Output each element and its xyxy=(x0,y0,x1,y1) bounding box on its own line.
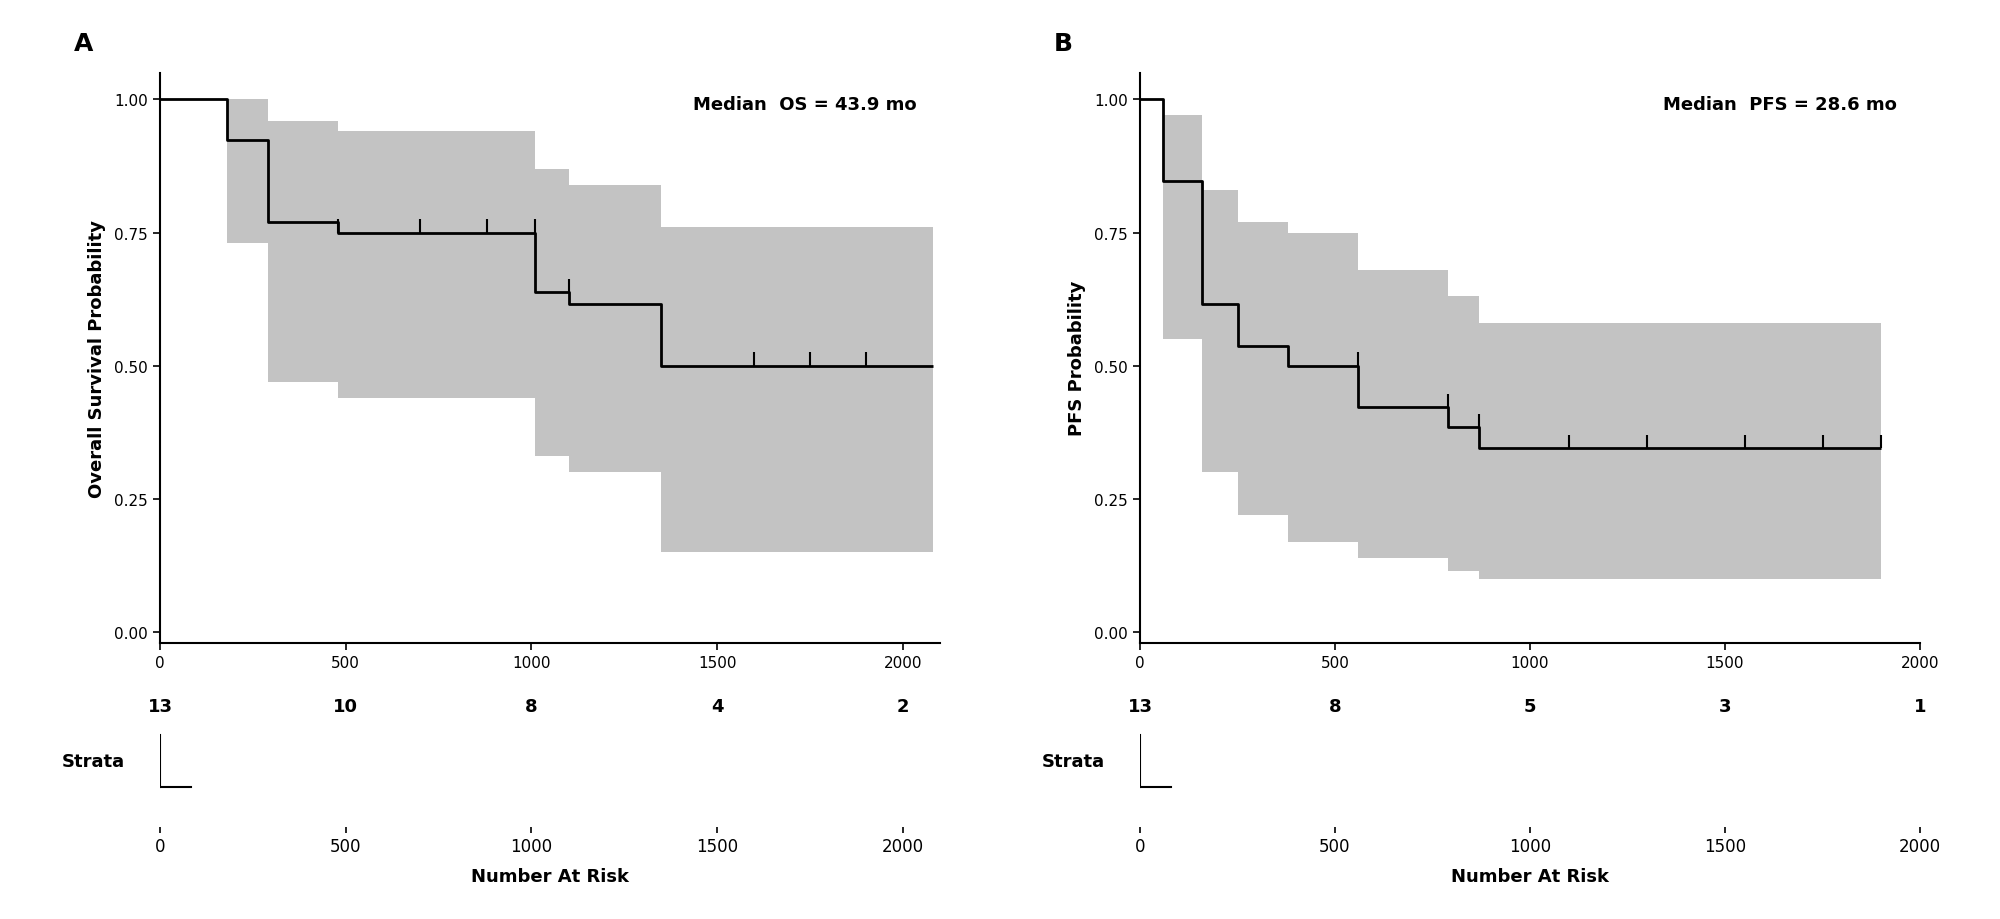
Text: 4: 4 xyxy=(710,697,724,715)
Text: Strata: Strata xyxy=(1042,752,1104,770)
X-axis label: Number At Risk: Number At Risk xyxy=(472,867,628,885)
Y-axis label: PFS Probability: PFS Probability xyxy=(1068,281,1086,436)
Text: 8: 8 xyxy=(1328,697,1342,715)
Text: A: A xyxy=(74,32,94,56)
Text: 13: 13 xyxy=(1128,697,1152,715)
Text: 13: 13 xyxy=(148,697,172,715)
X-axis label: Days: Days xyxy=(526,678,574,697)
X-axis label: Days: Days xyxy=(1506,678,1554,697)
Text: Strata: Strata xyxy=(62,752,124,770)
Y-axis label: Overall Survival Probability: Overall Survival Probability xyxy=(88,220,106,497)
Text: 8: 8 xyxy=(526,697,538,715)
Text: B: B xyxy=(1054,32,1074,56)
Text: Median  PFS = 28.6 mo: Median PFS = 28.6 mo xyxy=(1662,96,1896,114)
Text: 2: 2 xyxy=(896,697,910,715)
X-axis label: Number At Risk: Number At Risk xyxy=(1452,867,1608,885)
Text: Median  OS = 43.9 mo: Median OS = 43.9 mo xyxy=(692,96,916,114)
Text: 3: 3 xyxy=(1718,697,1732,715)
Text: 5: 5 xyxy=(1524,697,1536,715)
Text: 1: 1 xyxy=(1914,697,1926,715)
Text: 10: 10 xyxy=(334,697,358,715)
